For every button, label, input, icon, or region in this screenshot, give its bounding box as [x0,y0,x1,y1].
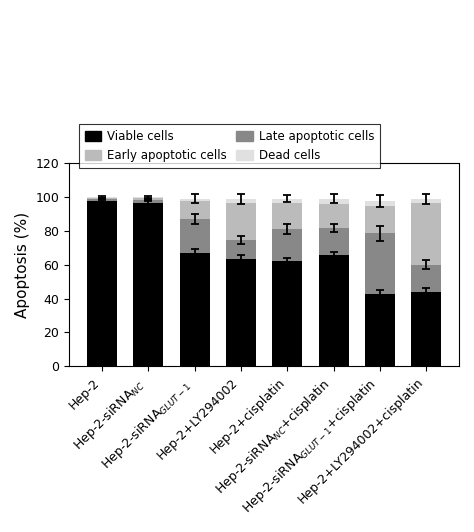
Bar [226,198,256,203]
Bar [87,197,117,198]
Bar [226,240,256,259]
Legend: Viable cells, Early apoptotic cells, Late apoptotic cells, Dead cells: Viable cells, Early apoptotic cells, Lat… [79,124,380,168]
Bar [319,204,348,228]
Bar [87,201,117,366]
Bar [180,201,210,219]
Bar [272,261,302,366]
Bar [365,206,395,234]
Bar [180,198,210,201]
Bar [411,203,441,264]
Bar [365,234,395,294]
Bar [87,199,117,201]
Bar [133,201,164,203]
Bar [365,201,395,206]
Bar [226,203,256,240]
Bar [319,228,348,255]
Bar [365,294,395,366]
Bar [411,198,441,203]
Bar [411,292,441,366]
Bar [411,264,441,292]
Bar [133,203,164,366]
Bar [272,229,302,261]
Y-axis label: Apoptosis (%): Apoptosis (%) [15,212,30,318]
Bar [180,219,210,253]
Bar [319,255,348,366]
Bar [319,198,348,204]
Bar [133,198,164,201]
Bar [226,259,256,366]
Bar [272,198,302,203]
Bar [272,203,302,229]
Bar [133,197,164,198]
Bar [180,253,210,366]
Bar [87,198,117,199]
